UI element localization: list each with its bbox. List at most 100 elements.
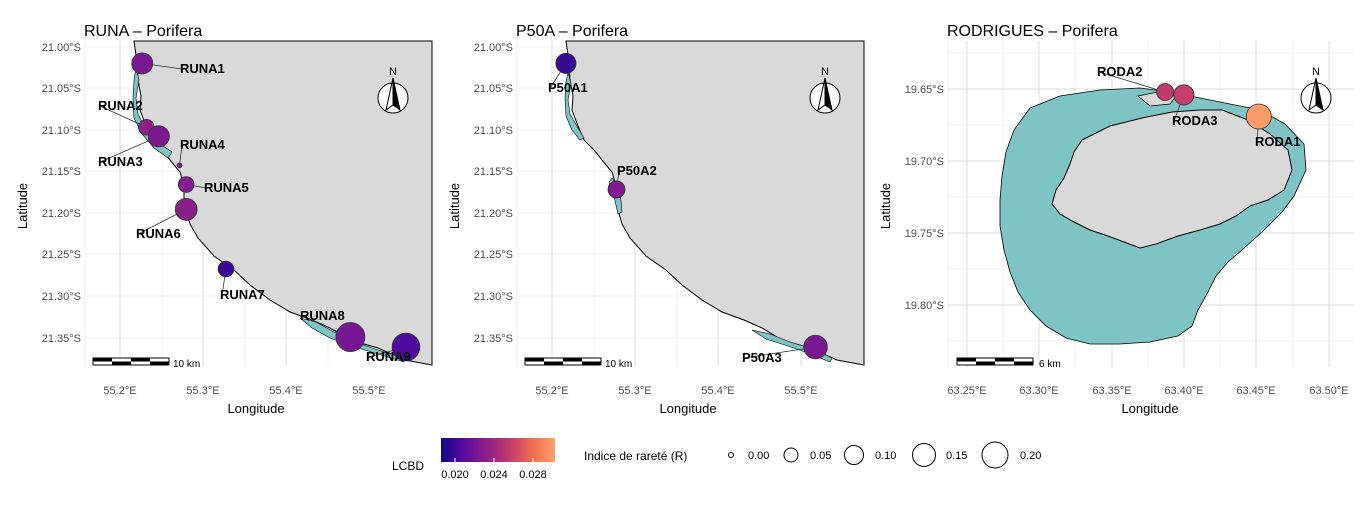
size-label-1: 0.05 [810,450,831,462]
size-legend-keys [728,441,1009,469]
y-tick-label: 21.10°S [42,125,81,137]
site-label-runa8: RUNA8 [300,308,345,323]
site-label-runa7: RUNA7 [220,287,265,302]
x-tick-label: 55.3°E [186,385,219,397]
svg-text:N: N [821,66,829,78]
y-ticks-p50a: 21.00°S 21.05°S 21.10°S 21.15°S 21.20°S 21.25… [474,42,513,345]
site-marker-runa7 [217,260,235,278]
y-tick-label: 21.30°S [474,291,513,303]
site-marker-p50a3 [803,334,828,360]
size-key-4 [981,441,1009,469]
site-label-roda2: RODA2 [1097,64,1143,79]
lcbd-tick-2: 0.028 [519,469,547,481]
x-tick-label: 63.50°E [1309,385,1348,397]
y-tick-label: 21.00°S [42,42,81,54]
x-ticks-p50a: 55.2°E 55.3°E 55.4°E 55.5°E [535,385,817,397]
panel-title-runa: RUNA – Porifera [84,23,202,40]
x-tick-label: 55.5°E [352,385,385,397]
north-arrow-p50a: N [809,66,841,114]
size-label-0: 0.00 [748,450,769,462]
size-legend-title: Indice de rareté (R) [584,449,687,463]
svg-text:N: N [1312,66,1320,78]
site-marker-roda2 [1156,83,1175,101]
y-tick-label: 21.15°S [474,166,513,178]
x-tick-label: 63.35°E [1092,385,1131,397]
panel-p50a: P50A – Porifera 10 km N [447,23,865,416]
north-arrow-rodrigues: N [1300,66,1332,114]
size-key-2 [844,445,864,465]
lcbd-colorbar [441,438,555,462]
y-tick-label: 21.30°S [42,291,81,303]
site-label-p50a3: P50A3 [742,350,782,365]
site-label-p50a1: P50A1 [548,80,588,95]
y-tick-label: 19.80°S [905,300,944,312]
y-tick-label: 19.70°S [905,156,944,168]
site-marker-p50a1 [555,52,577,74]
sites-runa: RUNA1 RUNA2 RUNA3 RUNA4 RUNA5 RUNA6 RUNA7 RUNA8… [98,52,421,364]
site-label-runa2: RUNA2 [98,98,143,113]
y-tick-label: 21.20°S [42,208,81,220]
legend: LCBD 0.020 0.024 0.028 Indice de rareté … [392,438,1041,481]
site-marker-roda3 [1173,84,1195,106]
size-key-3 [912,443,936,467]
site-marker-runa6 [174,197,198,221]
site-label-roda1: RODA1 [1255,134,1301,149]
x-tick-label: 55.3°E [618,385,651,397]
site-marker-roda1 [1245,103,1272,130]
site-label-runa9: RUNA9 [366,349,411,364]
size-key-1 [783,447,799,463]
y-axis-label-rodrigues: Latitude [878,183,893,229]
site-label-runa5: RUNA5 [204,180,249,195]
size-label-2: 0.10 [875,450,896,462]
y-tick-label: 21.05°S [42,83,81,95]
y-tick-label: 21.25°S [42,249,81,261]
x-tick-label: 55.2°E [103,385,136,397]
y-ticks-runa: 21.00°S 21.05°S 21.10°S 21.15°S 21.20°S 21.25… [42,42,81,345]
site-marker-runa5 [177,176,195,193]
y-tick-label: 21.10°S [474,125,513,137]
reef-p50a [564,71,585,141]
x-axis-label-p50a: Longitude [659,401,716,416]
land-reunion-runa [133,40,433,366]
x-tick-label: 63.40°E [1164,385,1203,397]
y-tick-label: 21.00°S [474,42,513,54]
site-label-runa3: RUNA3 [98,154,143,169]
panel-title-p50a: P50A – Porifera [516,23,628,40]
lcbd-colorbar-ticks [454,458,534,462]
panel-runa: RUNA – Porifera 10 km N [15,23,433,416]
scalebar-runa: 10 km [92,357,200,370]
x-ticks-runa: 55.2°E 55.3°E 55.4°E 55.5°E [103,385,385,397]
scalebar-label-rodrigues: 6 km [1039,359,1061,370]
y-tick-label: 21.15°S [42,166,81,178]
site-marker-runa1 [131,52,154,75]
site-label-runa1: RUNA1 [180,61,225,76]
panel-title-rodrigues: RODRIGUES – Porifera [947,23,1118,40]
scalebar-label-p50a: 10 km [605,359,632,370]
site-leader-line [1098,71,1166,93]
site-marker-p50a2 [607,180,626,199]
x-tick-label: 63.45°E [1236,385,1275,397]
site-label-roda3: RODA3 [1172,113,1218,128]
x-tick-label: 63.25°E [947,385,986,397]
site-marker-runa3 [147,125,170,148]
north-arrow-runa: N [377,66,409,114]
sites-p50a: P50A1 P50A2 P50A3 [548,52,828,365]
x-axis-label-runa: Longitude [227,401,284,416]
lcbd-tick-1: 0.024 [480,469,508,481]
panel-rodrigues: RODRIGUES – Porifera 6 km [878,23,1354,416]
y-tick-label: 21.05°S [474,83,513,95]
y-tick-label: 19.75°S [905,228,944,240]
size-key-0 [728,452,734,458]
svg-text:N: N [389,66,397,78]
x-tick-label: 63.30°E [1019,385,1058,397]
x-tick-label: 55.5°E [784,385,817,397]
x-tick-label: 55.4°E [701,385,734,397]
x-ticks-rodrigues: 63.25°E 63.30°E 63.35°E 63.40°E 63.45°E 63.50… [947,385,1348,397]
y-tick-label: 21.20°S [474,208,513,220]
site-marker-runa8 [335,322,366,352]
site-label-runa4: RUNA4 [180,137,226,152]
y-ticks-rodrigues: 19.65°S 19.70°S 19.75°S 19.80°S [905,84,944,312]
site-label-runa6: RUNA6 [136,226,181,241]
sites-rodrigues: RODA1 RODA2 RODA3 [1097,64,1301,149]
